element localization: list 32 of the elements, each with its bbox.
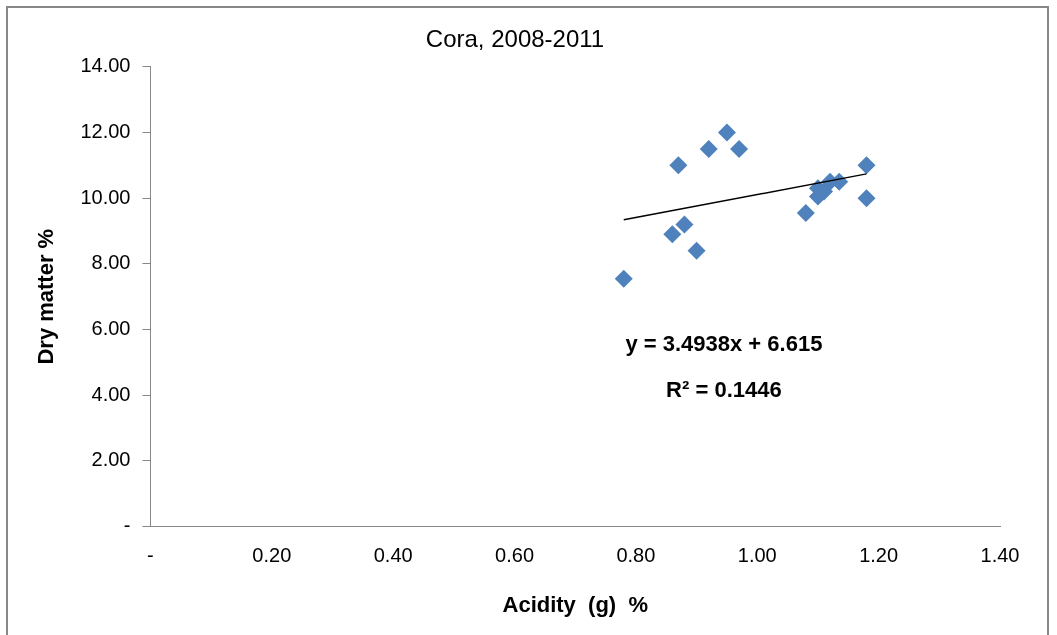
y-tick-label: 4.00 bbox=[91, 382, 131, 405]
y-tick-label: 8.00 bbox=[91, 251, 131, 274]
x-tick-label: 1.00 bbox=[737, 544, 777, 567]
point bbox=[687, 241, 706, 260]
point bbox=[614, 269, 633, 288]
y-tick-label: 6.00 bbox=[91, 317, 131, 340]
point bbox=[730, 139, 749, 158]
y-tick-label: 2.00 bbox=[91, 448, 131, 471]
y-tick-label: 12.00 bbox=[80, 120, 131, 142]
x-tick-label: 1.20 bbox=[859, 544, 899, 567]
point bbox=[669, 156, 688, 175]
y-axis-title: Dry matter % bbox=[33, 228, 59, 365]
chart-title: Cora, 2008-2011 bbox=[425, 25, 605, 53]
y-tick-label: 10.00 bbox=[80, 185, 131, 208]
point bbox=[717, 123, 736, 142]
annotation: y = 3.4938x + 6.615 bbox=[625, 331, 823, 357]
y-tick-label: - bbox=[123, 514, 131, 537]
y-tick-label: 14.00 bbox=[80, 54, 131, 77]
point bbox=[796, 203, 815, 222]
point bbox=[857, 156, 876, 175]
x-tick-label: 0.80 bbox=[616, 544, 656, 567]
x-axis-title: Acidity (g) % bbox=[502, 591, 648, 617]
x-tick-label: 0.20 bbox=[252, 544, 292, 567]
point bbox=[675, 215, 694, 234]
point bbox=[857, 189, 876, 208]
x-tick-label: 1.40 bbox=[980, 544, 1020, 567]
annotation: R² = 0.1446 bbox=[666, 377, 782, 403]
point bbox=[699, 139, 718, 158]
x-tick-label: 0.40 bbox=[373, 544, 413, 567]
x-tick-label: - bbox=[147, 544, 154, 567]
x-tick-label: 0.60 bbox=[495, 544, 535, 567]
point bbox=[663, 225, 682, 244]
